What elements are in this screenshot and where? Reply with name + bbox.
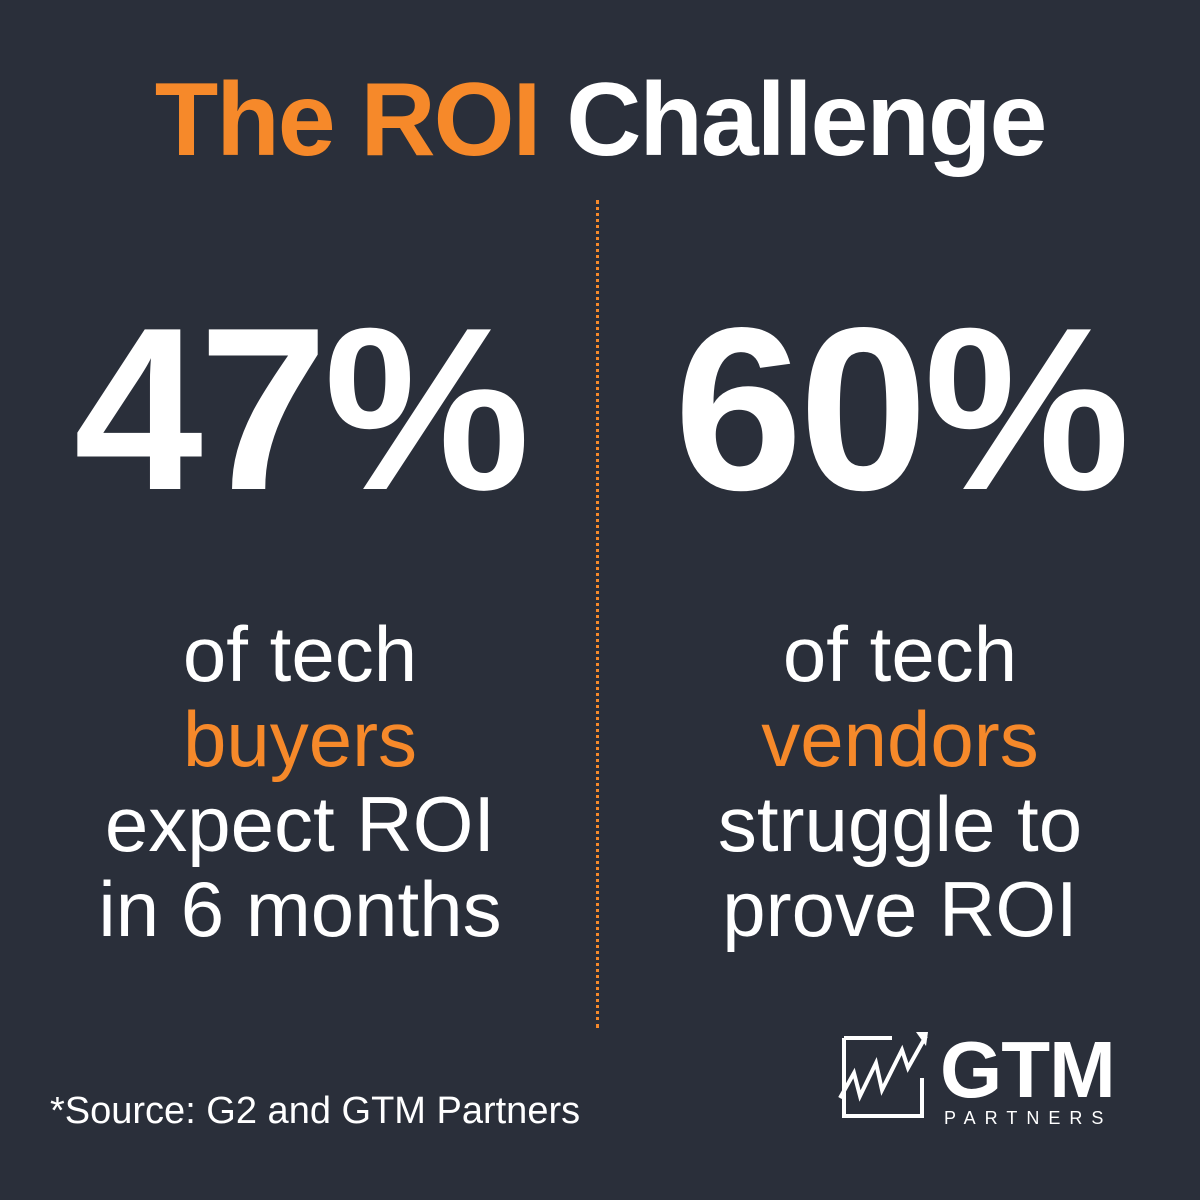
- stat-description: of tech vendors struggle to prove ROI: [600, 612, 1200, 952]
- title: The ROI Challenge: [0, 60, 1200, 180]
- stat: 60% of tech vendors struggle to prove ROI: [600, 280, 1200, 952]
- stat: 47% of tech buyers expect ROI in 6 months: [0, 280, 600, 952]
- description-line: in 6 months: [98, 865, 502, 953]
- divider: [596, 200, 599, 1028]
- logo: GTM PARTNERS: [832, 1028, 1132, 1128]
- stat-value: 60%: [673, 280, 1130, 539]
- logo-name: GTM: [940, 1025, 1116, 1114]
- footnote: *Source: G2 and GTM Partners: [50, 1090, 581, 1132]
- stat-value: 47%: [73, 280, 530, 539]
- title-rest: Challenge: [566, 62, 1047, 178]
- logo-tagline: PARTNERS: [944, 1108, 1113, 1128]
- description-line: expect ROI: [104, 780, 496, 868]
- logo-icon: [838, 1032, 928, 1118]
- description-line: vendors: [761, 695, 1039, 783]
- title-highlight: The ROI: [154, 62, 542, 178]
- description-line: buyers: [182, 695, 418, 783]
- description-line: prove ROI: [722, 865, 1078, 953]
- description-line: of tech: [782, 610, 1018, 698]
- description-line: of tech: [182, 610, 418, 698]
- stat-description: of tech buyers expect ROI in 6 months: [0, 612, 600, 952]
- description-line: struggle to: [717, 780, 1083, 868]
